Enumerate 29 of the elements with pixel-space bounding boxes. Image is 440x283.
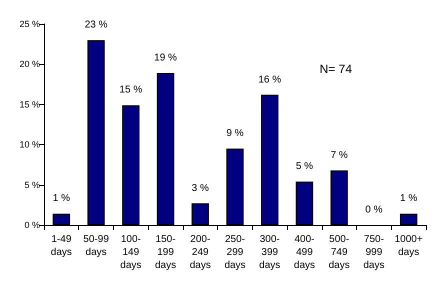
data-label: 16 % (258, 74, 282, 86)
data-label: 23 % (84, 20, 108, 31)
y-tick-label: 15 % (19, 99, 40, 110)
x-tick-label: 300-399 days (259, 234, 280, 271)
y-tick-label: 20 % (19, 59, 40, 70)
x-tick-label: 150-199 days (154, 234, 176, 271)
x-tick-label: 200-249 days (190, 234, 211, 271)
data-label: 19 % (154, 52, 178, 64)
x-tick-label: 1-49 days (50, 234, 72, 258)
y-tick-label: 0 % (24, 220, 40, 230)
data-label: 5 % (296, 161, 314, 172)
x-tick-label: 400-499 days (294, 234, 316, 271)
x-tick-label: 500-749 days (328, 234, 350, 271)
x-tick-label: 250-299 days (224, 234, 246, 271)
data-label: 0 % (365, 204, 383, 216)
x-tick-label: 100-149 days (120, 234, 142, 271)
y-tick-label: 10 % (19, 140, 40, 150)
data-label: 7 % (330, 150, 348, 161)
data-label: 1 % (52, 193, 70, 204)
x-tick-label: 50-99 days (83, 234, 110, 258)
y-tick-label: 25 % (19, 19, 40, 29)
data-label: 9 % (226, 128, 244, 140)
data-label: 15 % (119, 84, 142, 96)
annotation: N= 74 (320, 62, 352, 76)
x-tick-label: 1000+ days (394, 234, 423, 258)
y-tick-label: 5 % (24, 180, 40, 190)
data-label: 1 % (400, 193, 418, 204)
data-label: 3 % (192, 182, 209, 194)
x-tick-label: 750-999 days (363, 234, 384, 271)
